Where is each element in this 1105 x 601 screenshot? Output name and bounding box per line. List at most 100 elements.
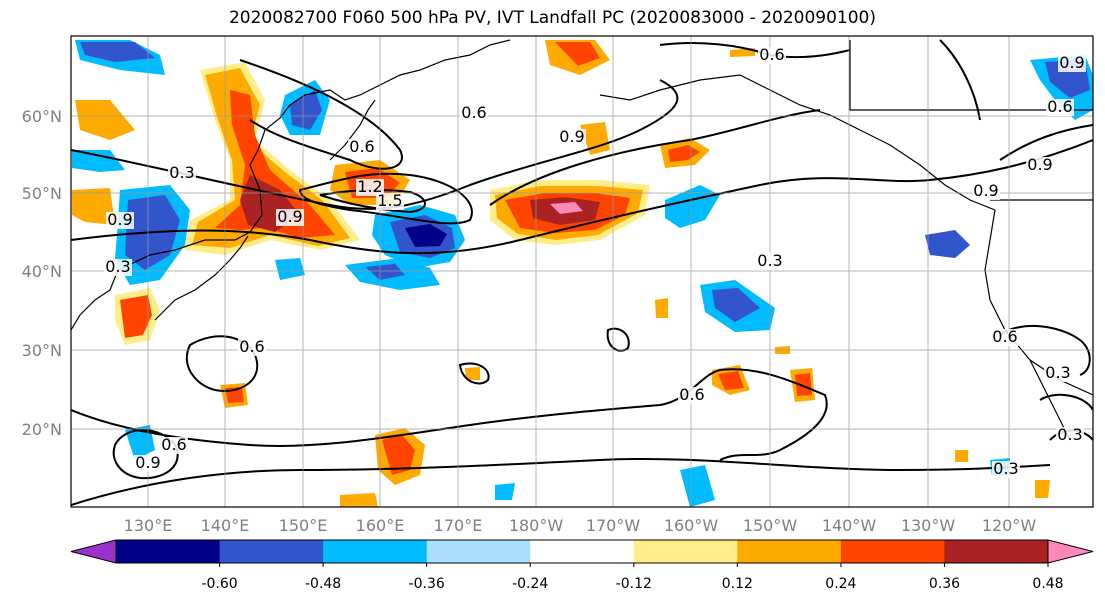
contour-line <box>939 39 981 121</box>
shade-positive <box>382 435 415 475</box>
contour-line <box>71 139 1093 255</box>
contour-label-bg <box>1046 99 1074 116</box>
contour-label-bg <box>356 179 384 196</box>
lon-tick-label: 170°E <box>434 516 483 535</box>
contour-label: 0.3 <box>757 251 782 270</box>
contour-label: 0.6 <box>1047 97 1072 116</box>
lat-tick-label: 20°N <box>22 420 62 439</box>
contour-label-bg <box>758 47 786 64</box>
colorbar-segment <box>219 540 324 563</box>
contour-label: 1.2 <box>357 177 382 196</box>
contour-line <box>71 368 828 461</box>
colorbar-extend-high <box>1047 539 1094 564</box>
colorbar-tick-label: -0.36 <box>409 576 445 592</box>
shade-positive <box>668 145 700 162</box>
contour-label: 0.9 <box>559 127 584 146</box>
contour-label-bg <box>1058 55 1086 72</box>
colorbar-tick-label: -0.24 <box>512 576 548 592</box>
contour-label: 0.9 <box>1027 155 1052 174</box>
contour-label: 0.3 <box>1045 363 1070 382</box>
border-canada-us <box>849 40 1093 111</box>
shade-positive <box>120 295 152 338</box>
contour-line <box>112 429 179 480</box>
contour-label-bg <box>991 329 1019 346</box>
colorbar-segment <box>944 540 1049 563</box>
contour-label: 0.6 <box>992 327 1017 346</box>
coastline-japan <box>154 235 249 321</box>
latitude-labels: 60°N 50°N 40°N 30°N 20°N <box>22 107 62 439</box>
contour-label: 0.3 <box>1057 425 1082 444</box>
contour-label-bg <box>348 139 376 156</box>
map-frame <box>70 35 1094 508</box>
shade-positive <box>730 48 755 57</box>
contour-label-bg <box>972 183 1000 200</box>
contour-label-bg <box>1056 427 1084 444</box>
contour-line <box>1039 393 1093 411</box>
shade-negative <box>405 224 447 247</box>
contour-label-bg <box>106 212 134 229</box>
colorbar-extend-low <box>70 539 117 564</box>
contour-label-bg <box>104 259 132 276</box>
shade-positive <box>550 202 583 214</box>
lat-tick-label: 50°N <box>22 184 62 203</box>
contour-line <box>489 109 821 206</box>
colorbar <box>70 539 1094 564</box>
contour-label: 0.9 <box>107 210 132 229</box>
shade-positive <box>340 493 378 507</box>
contour-label: 0.6 <box>461 103 486 122</box>
contour-line <box>606 327 630 352</box>
contour-line <box>458 362 490 385</box>
coastlines <box>71 39 1093 441</box>
contour-label: 0.6 <box>759 45 784 64</box>
shade-negative <box>680 465 715 507</box>
contour-line <box>185 335 259 392</box>
colorbar-tick-label: -0.48 <box>305 576 341 592</box>
colorbar-segment <box>116 540 221 563</box>
contour-label: 0.9 <box>973 181 998 200</box>
contour-label: 0.9 <box>277 207 302 226</box>
longitude-labels: 130°E 140°E 150°E 160°E 170°E 180°W 170°W 160°W… <box>124 516 1037 535</box>
contour-label: 0.3 <box>169 163 194 182</box>
shade-negative <box>290 90 322 130</box>
colorbar-tick-label: 0.12 <box>722 576 753 592</box>
shade-positive <box>1035 480 1050 498</box>
contour-label-bg <box>134 455 162 472</box>
contour-label: 0.6 <box>161 435 186 454</box>
colorbar-labels: -0.60 -0.48 -0.36 -0.24 -0.12 0.12 0.24 0.36 0.4… <box>201 563 1064 592</box>
graticule <box>71 36 1093 507</box>
colorbar-segment <box>737 540 842 563</box>
lat-tick-label: 30°N <box>22 341 62 360</box>
colorbar-segment <box>633 540 738 563</box>
colorbar-tick-label: 0.24 <box>825 576 856 592</box>
contour-label-bg <box>756 253 784 270</box>
shade-negative <box>925 230 970 258</box>
coastline-asia <box>71 39 511 331</box>
contour-label-bg <box>992 461 1020 478</box>
shade-negative <box>712 288 760 322</box>
shade-negative <box>365 264 405 280</box>
colorbar-tick-label: -0.60 <box>201 576 237 592</box>
shade-positive <box>955 450 968 462</box>
contour-label: 0.3 <box>105 257 130 276</box>
shade-negative <box>72 150 125 172</box>
contour-label-bg <box>160 437 188 454</box>
contour-label-bg <box>168 165 196 182</box>
lat-tick-label: 40°N <box>22 262 62 281</box>
contour-line <box>999 324 1091 376</box>
colorbar-tick-label: 0.36 <box>929 576 960 592</box>
shade-positive <box>465 367 480 380</box>
chart-title: 2020082700 F060 500 hPa PV, IVT Landfall… <box>228 8 876 28</box>
contour-line <box>298 172 473 225</box>
coastline-kamchatka <box>329 99 376 161</box>
shade-negative <box>80 42 155 62</box>
shade-negative <box>495 483 515 500</box>
contour-label: 0.6 <box>239 337 264 356</box>
shade-positive <box>580 122 610 155</box>
contour-label-bg <box>1026 157 1054 174</box>
contour-label-bg <box>376 193 404 210</box>
lon-tick-label: 140°W <box>822 516 877 535</box>
pv-anomaly-shading <box>72 40 1093 507</box>
shade-positive <box>718 371 744 390</box>
contour-label-bg <box>558 129 586 146</box>
